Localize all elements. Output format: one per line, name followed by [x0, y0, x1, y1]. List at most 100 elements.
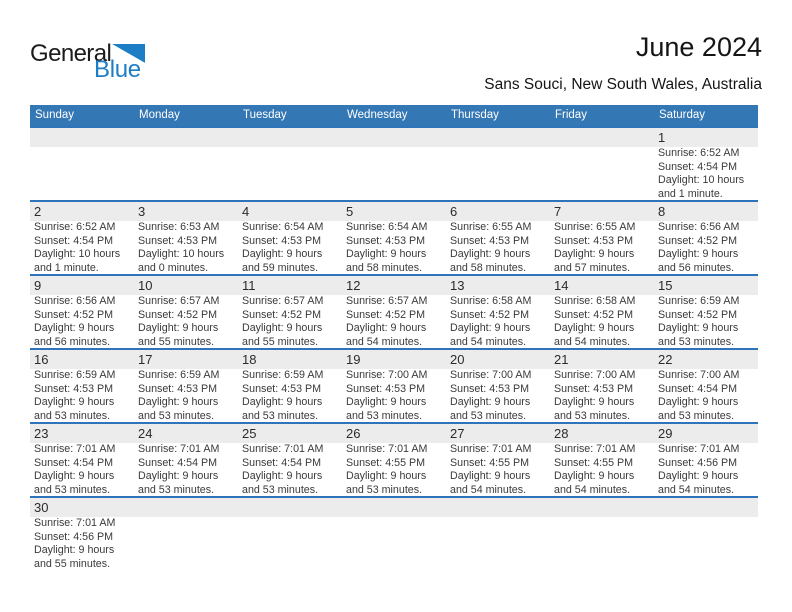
sunrise-line: Sunrise: 6:59 AM: [658, 295, 740, 307]
sunrise-line: Sunrise: 6:54 AM: [242, 221, 324, 233]
sunset-line: Sunset: 4:55 PM: [346, 456, 426, 469]
daylight-cont-line: and 53 minutes.: [658, 409, 735, 422]
general-blue-logo: General Blue: [30, 42, 146, 83]
day-number: 18: [242, 352, 257, 367]
day-number: 1: [658, 130, 666, 145]
daylight-line: Daylight: 9 hours: [658, 322, 739, 335]
sunrise-line: Sunrise: 6:59 AM: [138, 369, 220, 381]
daylight-line: Daylight: 9 hours: [34, 396, 115, 409]
daylight-line: Daylight: 9 hours: [34, 470, 115, 483]
day-number: 20: [450, 352, 465, 367]
sunset-line: Sunset: 4:53 PM: [138, 382, 218, 395]
day-number-strip: [30, 350, 758, 369]
day-cell-8: 8 Sunrise: 6:56 AM Sunset: 4:52 PM Daylight…: [654, 202, 758, 274]
sunset-line: Sunset: 4:53 PM: [242, 234, 322, 247]
sunrise-line: Sunrise: 6:56 AM: [658, 221, 740, 233]
daylight-line: Daylight: 9 hours: [242, 396, 323, 409]
sunrise-line: Sunrise: 6:58 AM: [450, 295, 532, 307]
daylight-line: Daylight: 9 hours: [658, 248, 739, 261]
daylight-cont-line: and 55 minutes.: [34, 557, 111, 570]
day-cell-16: 16 Sunrise: 6:59 AM Sunset: 4:53 PM Dayligh…: [30, 350, 134, 422]
sunset-line: Sunset: 4:53 PM: [242, 382, 322, 395]
daylight-line: Daylight: 9 hours: [138, 470, 219, 483]
day-cell-7: 7 Sunrise: 6:55 AM Sunset: 4:53 PM Daylight…: [550, 202, 654, 274]
daylight-line: Daylight: 10 hours: [34, 248, 121, 261]
day-cell-20: 20 Sunrise: 7:00 AM Sunset: 4:53 PM Dayligh…: [446, 350, 550, 422]
sunset-line: Sunset: 4:54 PM: [658, 160, 738, 173]
page-subtitle: Sans Souci, New South Wales, Australia: [484, 76, 762, 93]
sunrise-line: Sunrise: 7:00 AM: [554, 369, 636, 381]
sunrise-line: Sunrise: 6:57 AM: [138, 295, 220, 307]
week-cells: 30 Sunrise: 7:01 AM Sunset: 4:56 PM Dayligh…: [30, 498, 758, 570]
sunset-line: Sunset: 4:54 PM: [138, 456, 218, 469]
daylight-line: Daylight: 9 hours: [138, 396, 219, 409]
daylight-line: Daylight: 9 hours: [346, 248, 427, 261]
daylight-line: Daylight: 9 hours: [242, 322, 323, 335]
weekday-label-wednesday: Wednesday: [347, 109, 408, 121]
sunset-line: Sunset: 4:53 PM: [138, 234, 218, 247]
daylight-cont-line: and 53 minutes.: [242, 483, 319, 496]
empty-day-cell: [30, 128, 134, 200]
sunset-line: Sunset: 4:52 PM: [658, 308, 738, 321]
day-number: 15: [658, 278, 673, 293]
day-number-strip: [30, 424, 758, 443]
sunset-line: Sunset: 4:52 PM: [34, 308, 114, 321]
daylight-line: Daylight: 9 hours: [346, 322, 427, 335]
day-cell-9: 9 Sunrise: 6:56 AM Sunset: 4:52 PM Daylight…: [30, 276, 134, 348]
day-number: 23: [34, 426, 49, 441]
day-cell-21: 21 Sunrise: 7:00 AM Sunset: 4:53 PM Dayligh…: [550, 350, 654, 422]
daylight-line: Daylight: 9 hours: [242, 470, 323, 483]
logo-blue-label: Blue: [94, 56, 141, 83]
daylight-line: Daylight: 9 hours: [34, 544, 115, 557]
sunrise-line: Sunrise: 6:57 AM: [346, 295, 428, 307]
daylight-cont-line: and 55 minutes.: [242, 335, 319, 348]
daylight-cont-line: and 53 minutes.: [554, 409, 631, 422]
weekday-label-sunday: Sunday: [35, 109, 75, 121]
daylight-cont-line: and 54 minutes.: [658, 483, 735, 496]
day-cell-14: 14 Sunrise: 6:58 AM Sunset: 4:52 PM Dayligh…: [550, 276, 654, 348]
week-row: 9 Sunrise: 6:56 AM Sunset: 4:52 PM Daylight…: [30, 274, 758, 348]
sunset-line: Sunset: 4:53 PM: [554, 382, 634, 395]
daylight-cont-line: and 0 minutes.: [138, 261, 209, 274]
sunset-line: Sunset: 4:54 PM: [242, 456, 322, 469]
empty-day-cell: [134, 128, 238, 200]
empty-day-cell: [446, 498, 550, 570]
sunrise-line: Sunrise: 7:00 AM: [450, 369, 532, 381]
day-number-strip: [30, 498, 758, 517]
sunrise-line: Sunrise: 7:01 AM: [242, 443, 324, 455]
week-cells: 23 Sunrise: 7:01 AM Sunset: 4:54 PM Dayligh…: [30, 424, 758, 496]
daylight-cont-line: and 53 minutes.: [658, 335, 735, 348]
daylight-cont-line: and 56 minutes.: [34, 335, 111, 348]
day-number: 5: [346, 204, 354, 219]
day-number: 29: [658, 426, 673, 441]
day-cell-3: 3 Sunrise: 6:53 AM Sunset: 4:53 PM Daylight…: [134, 202, 238, 274]
day-cell-29: 29 Sunrise: 7:01 AM Sunset: 4:56 PM Dayligh…: [654, 424, 758, 496]
sunset-line: Sunset: 4:52 PM: [138, 308, 218, 321]
daylight-cont-line: and 53 minutes.: [34, 409, 111, 422]
daylight-line: Daylight: 9 hours: [658, 470, 739, 483]
sunrise-line: Sunrise: 6:55 AM: [450, 221, 532, 233]
empty-day-cell: [550, 128, 654, 200]
sunrise-line: Sunrise: 7:01 AM: [554, 443, 636, 455]
sunset-line: Sunset: 4:56 PM: [658, 456, 738, 469]
day-number: 16: [34, 352, 49, 367]
weekday-label-saturday: Saturday: [659, 109, 706, 121]
sunrise-line: Sunrise: 6:53 AM: [138, 221, 220, 233]
day-number: 27: [450, 426, 465, 441]
day-number: 3: [138, 204, 146, 219]
sunset-line: Sunset: 4:53 PM: [450, 234, 530, 247]
sunset-line: Sunset: 4:52 PM: [450, 308, 530, 321]
week-cells: 1 Sunrise: 6:52 AM Sunset: 4:54 PM Daylight…: [30, 128, 758, 200]
daylight-cont-line: and 57 minutes.: [554, 261, 631, 274]
sunrise-line: Sunrise: 6:52 AM: [34, 221, 116, 233]
daylight-cont-line: and 1 minute.: [34, 261, 99, 274]
daylight-cont-line: and 53 minutes.: [138, 483, 215, 496]
sunrise-line: Sunrise: 7:01 AM: [34, 443, 116, 455]
week-row: 30 Sunrise: 7:01 AM Sunset: 4:56 PM Dayligh…: [30, 496, 758, 570]
sunset-line: Sunset: 4:55 PM: [450, 456, 530, 469]
sunset-line: Sunset: 4:52 PM: [658, 234, 738, 247]
day-number: 25: [242, 426, 257, 441]
daylight-cont-line: and 53 minutes.: [242, 409, 319, 422]
page-title: June 2024: [635, 32, 762, 62]
day-cell-25: 25 Sunrise: 7:01 AM Sunset: 4:54 PM Dayligh…: [238, 424, 342, 496]
